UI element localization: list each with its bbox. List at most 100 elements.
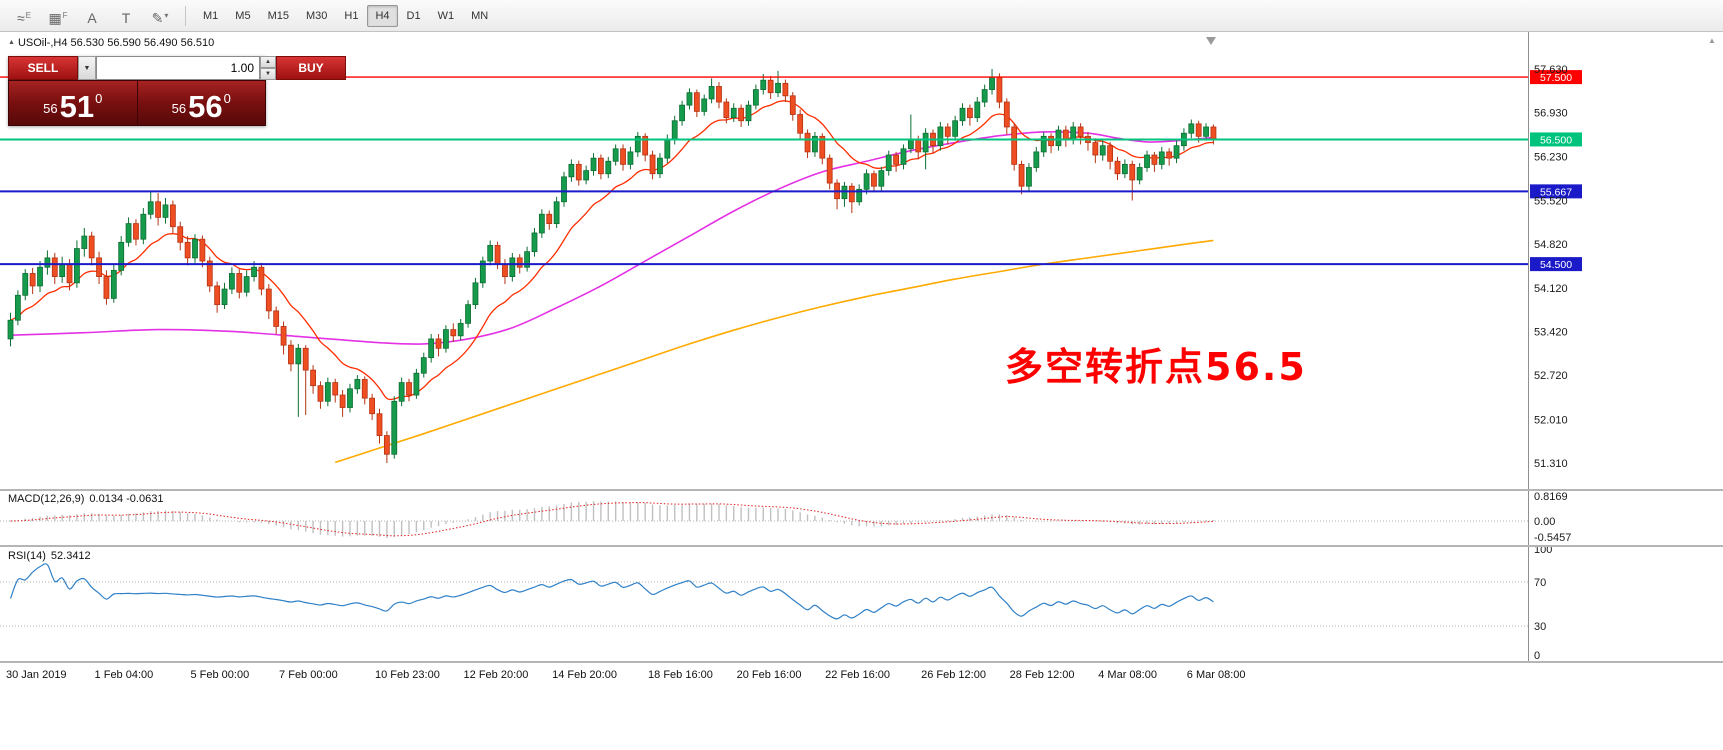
macd-label: MACD(12,26,9) [8, 493, 85, 505]
toolbar-icon-group: ≈ E ▦ F A T ✎ ▾ [8, 3, 176, 29]
one-click-trading-panel: SELL ▼ ▲ ▼ BUY 56 51 0 56 56 0 [8, 56, 346, 126]
chart-annotation-text: 多空转折点56.5 [1005, 345, 1307, 389]
bid-quote[interactable]: 56 51 0 [9, 81, 138, 125]
y-axis-label: 54.120 [1534, 283, 1568, 295]
symbol-ohlc-line: ▲ USOil-,H4 56.530 56.590 56.490 56.510 [8, 37, 214, 49]
chart-shift-marker-icon[interactable] [1206, 37, 1216, 45]
sell-button[interactable]: SELL [8, 56, 78, 80]
bid-pips: 51 [59, 88, 95, 124]
timeframe-group: M1 M5 M15 M30 H1 H4 D1 W1 MN [195, 4, 496, 27]
time-axis-label: 26 Feb 12:00 [921, 669, 986, 681]
tf-button-MN[interactable]: MN [471, 9, 489, 22]
time-axis-label: 5 Feb 00:00 [190, 669, 250, 681]
tf-button-M1[interactable]: M1 [203, 9, 219, 22]
rsi-panel-chart[interactable]: 100 70 30 0 [0, 547, 1723, 661]
indicators-icon[interactable]: ≈ E [8, 3, 40, 29]
panel-splitter[interactable] [0, 489, 1723, 491]
time-axis[interactable]: 30 Jan 2019 1 Feb 04:00 5 Feb 00:00 7 Feb 0… [0, 663, 1528, 689]
spinner-down-button[interactable]: ▼ [260, 68, 276, 80]
tf-button-H1[interactable]: H1 [344, 9, 359, 22]
tf-button-M5[interactable]: M5 [235, 9, 251, 22]
price-chart[interactable]: 57.500 56.500 55.667 54.500 57.630 56.930 56.2… [0, 32, 1723, 489]
rsi-label: RSI(14) [8, 550, 46, 562]
macd-signal-line [10, 502, 1214, 537]
time-axis-label: 1 Feb 04:00 [94, 669, 154, 681]
time-axis-label: 10 Feb 23:00 [375, 669, 440, 681]
y-axis-label: 54.820 [1534, 239, 1568, 251]
price-badge-label: 55.667 [1540, 186, 1572, 198]
bid-figure: 56 [43, 101, 58, 116]
ask-figure: 56 [171, 101, 187, 116]
macd-axis-label: 0.8169 [1534, 491, 1568, 503]
text-box-icon[interactable]: T [110, 3, 142, 29]
toolbar-separator [185, 5, 186, 26]
time-axis-label: 4 Mar 08:00 [1098, 669, 1157, 681]
time-axis-label: 22 Feb 16:00 [825, 669, 891, 681]
macd-values: 0.0134 -0.0631 [89, 493, 164, 505]
ask-quote[interactable]: 56 56 0 [137, 81, 265, 125]
price-badge-label: 54.500 [1540, 259, 1572, 271]
macd-axis-label: -0.5457 [1534, 532, 1571, 544]
time-axis-label: 7 Feb 00:00 [279, 669, 338, 681]
price-badge-label: 56.500 [1540, 134, 1572, 146]
volume-input[interactable] [96, 56, 260, 80]
y-axis-label: 57.630 [1534, 64, 1568, 76]
scrollbar-up-icon[interactable]: ▲ [1708, 36, 1716, 45]
price-badge [1530, 184, 1582, 199]
buy-button[interactable]: BUY [276, 56, 346, 80]
ask-point: 0 [223, 91, 231, 106]
price-badge-label: 57.500 [1540, 72, 1572, 84]
toolbar: ≈ E ▦ F A T ✎ ▾ M1 M5 M15 M30 H1 H4 D1 W1 MN [0, 0, 1723, 32]
time-axis-label: 6 Mar 08:00 [1186, 669, 1246, 681]
macd-histogram [17, 501, 1215, 538]
text-box-icon: T [121, 9, 131, 26]
volume-spinner: ▲ ▼ [260, 56, 276, 80]
spinner-up-button[interactable]: ▲ [260, 56, 276, 68]
price-badge [1530, 70, 1582, 85]
trade-order-row: SELL ▼ ▲ ▼ BUY [8, 56, 346, 80]
bid-ask-quotes: 56 51 0 56 56 0 [8, 80, 266, 126]
text-label-icon[interactable]: A [76, 3, 108, 29]
tf-button-M30[interactable]: M30 [305, 9, 328, 22]
macd-axis-label: 0.00 [1534, 516, 1555, 528]
time-axis-label: 14 Feb 20:00 [552, 669, 617, 681]
y-axis-label: 55.520 [1534, 196, 1568, 208]
panel-splitter [0, 661, 1723, 663]
tf-button-M15[interactable]: M15 [267, 9, 289, 22]
caret-down-icon: ▼ [265, 71, 271, 77]
tf-button-D1[interactable]: D1 [406, 9, 421, 22]
time-axis-label: 30 Jan 2019 [6, 669, 67, 681]
rsi-line [9, 563, 1214, 620]
tf-button-H4[interactable]: H4 [367, 4, 398, 27]
icon-tag: F [62, 10, 68, 20]
candlesticks [7, 69, 1217, 463]
bid-point: 0 [95, 91, 103, 106]
rsi-axis-label: 100 [1534, 547, 1552, 556]
time-axis-label: 28 Feb 12:00 [1009, 669, 1075, 681]
rsi-label-line: RSI(14) 52.3412 [8, 550, 91, 562]
time-axis-label: 18 Feb 16:00 [648, 669, 713, 681]
y-axis-label: 56.930 [1534, 108, 1568, 120]
caret-down-icon: ▼ [83, 64, 91, 72]
y-axis-label: 56.230 [1534, 151, 1568, 163]
objects-grid-icon[interactable]: ▦ F [42, 3, 74, 29]
y-axis-label: 53.420 [1534, 326, 1568, 338]
collapse-triangle-icon[interactable]: ▲ [8, 39, 15, 46]
price-badge [1530, 257, 1582, 272]
panel-splitter[interactable] [0, 545, 1723, 547]
macd-panel-chart[interactable]: 0.8169 0.00 -0.5457 [0, 491, 1723, 545]
y-axis-label: 52.720 [1534, 370, 1568, 382]
ask-pips: 56 [188, 88, 223, 124]
caret-up-icon: ▲ [265, 59, 271, 65]
text-label-icon: A [87, 9, 97, 26]
rsi-value: 52.3412 [50, 550, 91, 562]
draw-tools-icon[interactable]: ✎ ▾ [144, 3, 176, 29]
icon-tag: ▾ [164, 10, 169, 20]
icon-tag: E [25, 10, 32, 20]
tf-button-W1[interactable]: W1 [437, 9, 455, 22]
draw-tools-icon: ✎ [151, 9, 164, 26]
volume-dropdown-button[interactable]: ▼ [78, 56, 96, 80]
symbol-ohlc-text: USOil-,H4 56.530 56.590 56.490 56.510 [17, 37, 215, 49]
ma-fast-line [10, 100, 1214, 401]
